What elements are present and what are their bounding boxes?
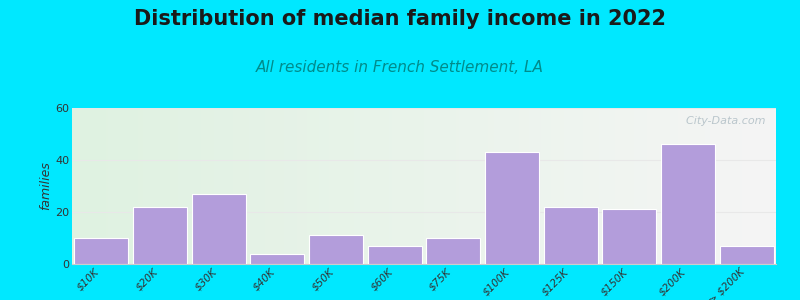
Text: All residents in French Settlement, LA: All residents in French Settlement, LA: [256, 60, 544, 75]
Bar: [720, 246, 774, 264]
Bar: [368, 246, 422, 264]
Bar: [485, 152, 539, 264]
Bar: [133, 207, 187, 264]
Bar: [250, 254, 304, 264]
Bar: [192, 194, 246, 264]
Text: City-Data.com: City-Data.com: [679, 116, 766, 126]
Bar: [309, 236, 363, 264]
Bar: [426, 238, 480, 264]
Bar: [74, 238, 128, 264]
Y-axis label: families: families: [39, 162, 52, 210]
Bar: [661, 144, 715, 264]
Bar: [602, 209, 656, 264]
Bar: [544, 207, 598, 264]
Text: Distribution of median family income in 2022: Distribution of median family income in …: [134, 9, 666, 29]
